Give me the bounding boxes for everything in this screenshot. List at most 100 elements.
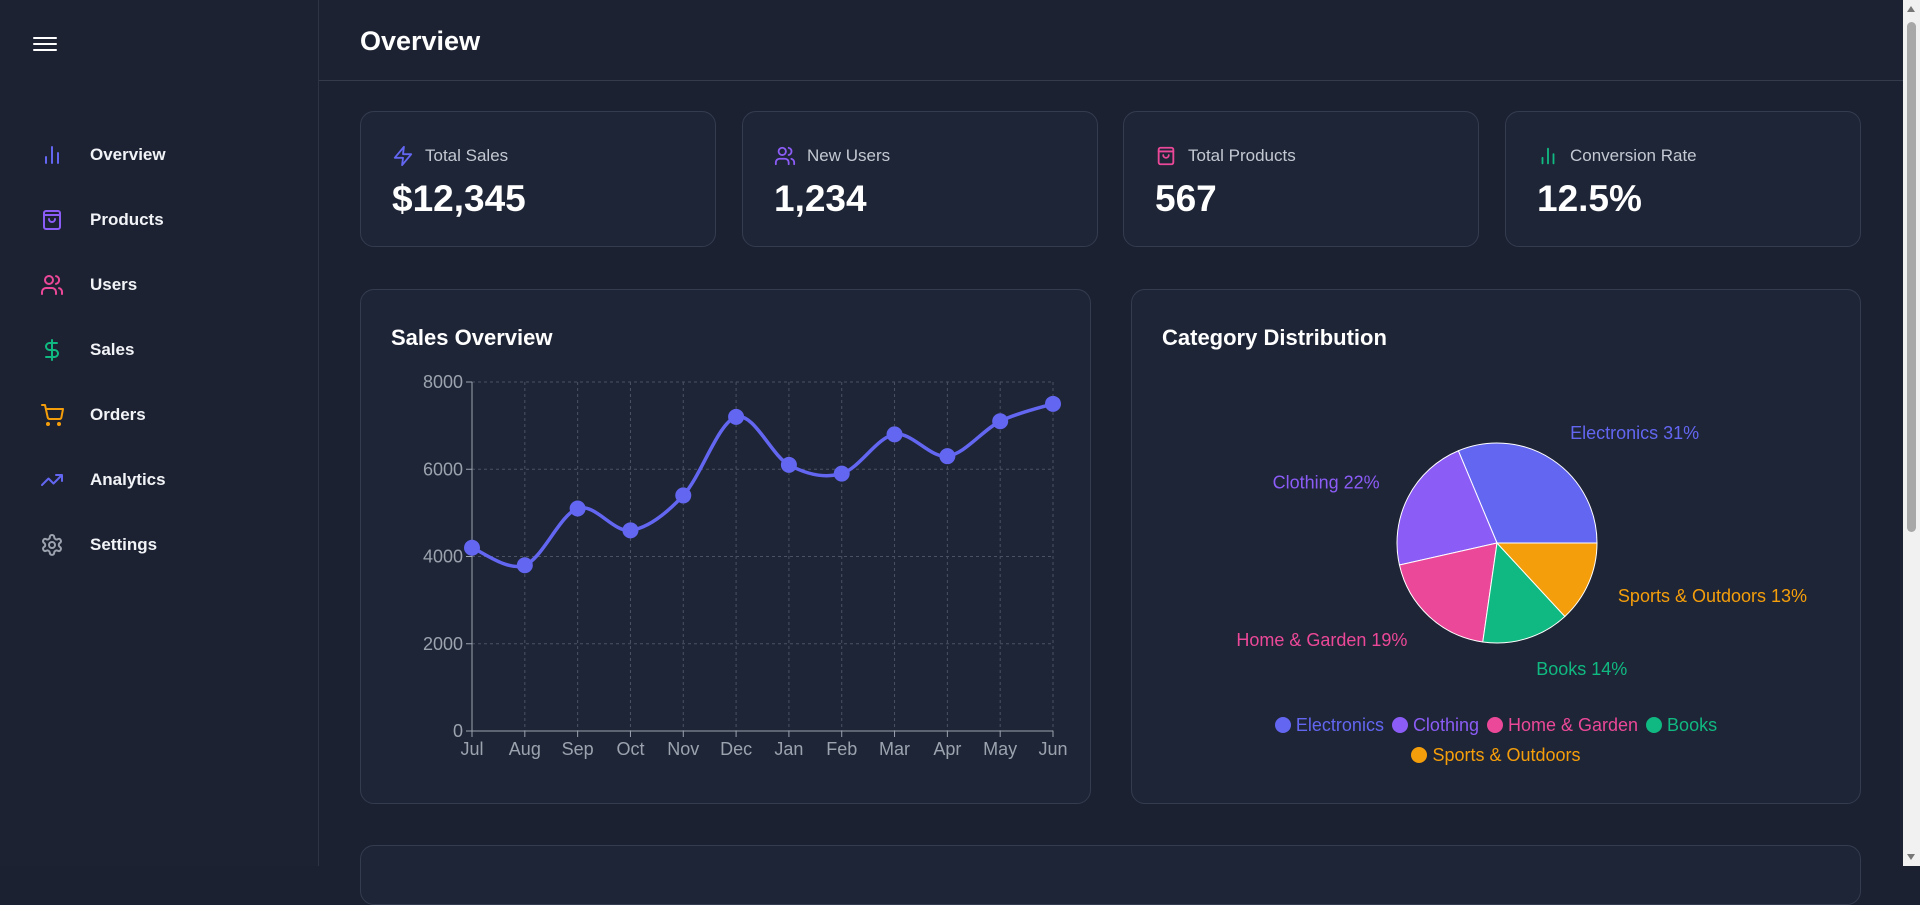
users-icon <box>774 146 796 166</box>
stat-card-new-users: New Users 1,234 <box>742 111 1098 247</box>
data-point <box>675 487 692 504</box>
settings-icon <box>42 533 62 556</box>
sales-line <box>471 402 1054 569</box>
x-tick-label: Jun <box>1038 739 1067 759</box>
legend-dot-icon <box>1391 717 1408 733</box>
chart-title: Sales Overview <box>391 325 553 350</box>
pie-slice-sports-outdoors <box>1495 542 1598 618</box>
shopping-bag-icon <box>1157 146 1175 166</box>
data-point <box>939 448 956 465</box>
data-point <box>516 557 533 574</box>
pie-slice-home-garden <box>1398 542 1498 643</box>
sidebar-nav: Overview Products Users Sales Orders Analytic… <box>40 122 166 577</box>
scroll-up-arrow[interactable] <box>1907 6 1915 12</box>
data-point <box>833 465 850 482</box>
pie-label: Books 14% <box>1536 659 1627 679</box>
y-tick-label: 4000 <box>423 547 463 567</box>
trending-up-icon <box>41 473 63 486</box>
legend-item[interactable]: Electronics <box>1274 710 1384 740</box>
pie-label: Home & Garden 19% <box>1236 630 1407 650</box>
stat-label: New Users <box>807 146 891 165</box>
legend-dot-icon <box>1411 747 1428 763</box>
sidebar: Overview Products Users Sales Orders Analytic… <box>0 0 319 866</box>
x-tick-label: Nov <box>667 739 699 759</box>
data-point <box>886 426 903 443</box>
sidebar-item-products[interactable]: Products <box>40 187 166 252</box>
legend-label: Sports & Outdoors <box>1432 745 1581 765</box>
header: Overview <box>319 0 1903 81</box>
x-tick-label: Mar <box>879 739 910 759</box>
sidebar-item-settings[interactable]: Settings <box>40 512 166 577</box>
stat-label: Conversion Rate <box>1570 146 1697 165</box>
stat-card-total-products: Total Products 567 <box>1123 111 1479 247</box>
data-point <box>780 456 797 473</box>
legend-item[interactable]: Sports & Outdoors <box>1411 740 1581 770</box>
data-point <box>622 522 639 539</box>
category-distribution-card: Category Distribution Electronics 31% Clo… <box>1131 289 1861 804</box>
y-tick-label: 8000 <box>423 372 463 392</box>
y-tick-label: 2000 <box>423 634 463 654</box>
legend-label: Electronics <box>1295 715 1384 735</box>
stat-value: 1,234 <box>774 178 867 219</box>
bottom-card <box>360 845 1861 905</box>
sales-line-chart: 0 2000 4000 6000 8000 Jul Aug Sep Oct Nov Dec Jan Fe… <box>423 372 1068 759</box>
x-tick-label: Sep <box>562 739 594 759</box>
legend-item[interactable]: Books <box>1646 710 1717 740</box>
legend-label: Clothing <box>1412 715 1479 735</box>
bar-chart-icon <box>1541 147 1555 165</box>
stat-value: 12.5% <box>1537 178 1642 219</box>
legend-item[interactable]: Clothing <box>1391 710 1479 740</box>
legend-label: Books <box>1667 715 1718 735</box>
legend-dot-icon <box>1274 717 1291 733</box>
y-tick-label: 6000 <box>423 459 463 479</box>
sidebar-item-analytics[interactable]: Analytics <box>40 447 166 512</box>
pie-slice-books <box>1482 541 1566 644</box>
sidebar-item-label: Users <box>90 274 138 294</box>
scroll-down-arrow[interactable] <box>1907 854 1915 860</box>
pie-legend: Electronics Clothing Home & Garden Books Spo… <box>1132 710 1860 770</box>
menu-toggle-button[interactable] <box>33 33 57 53</box>
page-title: Overview <box>360 26 481 56</box>
shopping-cart-icon <box>41 403 64 426</box>
sidebar-item-label: Settings <box>90 534 158 554</box>
stat-card-conversion-rate: Conversion Rate 12.5% <box>1505 111 1861 247</box>
stat-value: $12,345 <box>392 178 526 219</box>
stat-card-total-sales: Total Sales $12,345 <box>360 111 716 247</box>
sidebar-item-label: Sales <box>90 339 135 359</box>
legend-item[interactable]: Home & Garden <box>1486 710 1639 740</box>
shopping-bag-icon <box>43 209 61 230</box>
y-tick-label: 0 <box>453 721 463 741</box>
scrollbar-thumb[interactable] <box>1907 22 1916 532</box>
pie-slice-clothing <box>1396 450 1498 566</box>
dollar-sign-icon <box>45 338 59 361</box>
sidebar-item-overview[interactable]: Overview <box>40 122 166 187</box>
x-tick-label: Oct <box>616 739 644 759</box>
sidebar-item-sales[interactable]: Sales <box>40 317 166 382</box>
data-point <box>569 500 586 517</box>
data-point <box>992 413 1009 430</box>
data-point <box>464 539 480 556</box>
stat-label: Total Products <box>1188 146 1296 165</box>
sidebar-item-label: Overview <box>90 144 166 164</box>
x-tick-label: Dec <box>720 739 752 759</box>
x-tick-label: Aug <box>509 739 541 759</box>
legend-dot-icon <box>1486 717 1503 733</box>
users-icon <box>41 274 64 295</box>
x-tick-label: Apr <box>933 739 961 759</box>
x-tick-label: Jul <box>460 739 483 759</box>
pie-label: Sports & Outdoors 13% <box>1618 586 1807 606</box>
x-tick-label: May <box>983 739 1017 759</box>
sidebar-item-users[interactable]: Users <box>40 252 166 317</box>
legend-label: Home & Garden <box>1507 715 1639 735</box>
sidebar-item-label: Orders <box>90 404 146 424</box>
bar-chart-icon <box>45 145 59 164</box>
category-pie-chart: Electronics 31% Clothing 22% Home & Garden… <box>1236 423 1807 679</box>
legend-dot-icon <box>1646 717 1663 733</box>
scrollbar[interactable] <box>1903 0 1920 866</box>
x-tick-label: Jan <box>774 739 803 759</box>
sidebar-item-orders[interactable]: Orders <box>40 382 166 447</box>
sales-overview-card: Sales Overview 0 2000 4000 6000 8000 Jul Aug Se… <box>360 289 1091 804</box>
zap-icon <box>393 145 413 167</box>
stat-value: 567 <box>1155 178 1217 219</box>
pie-slice-electronics <box>1457 442 1598 544</box>
